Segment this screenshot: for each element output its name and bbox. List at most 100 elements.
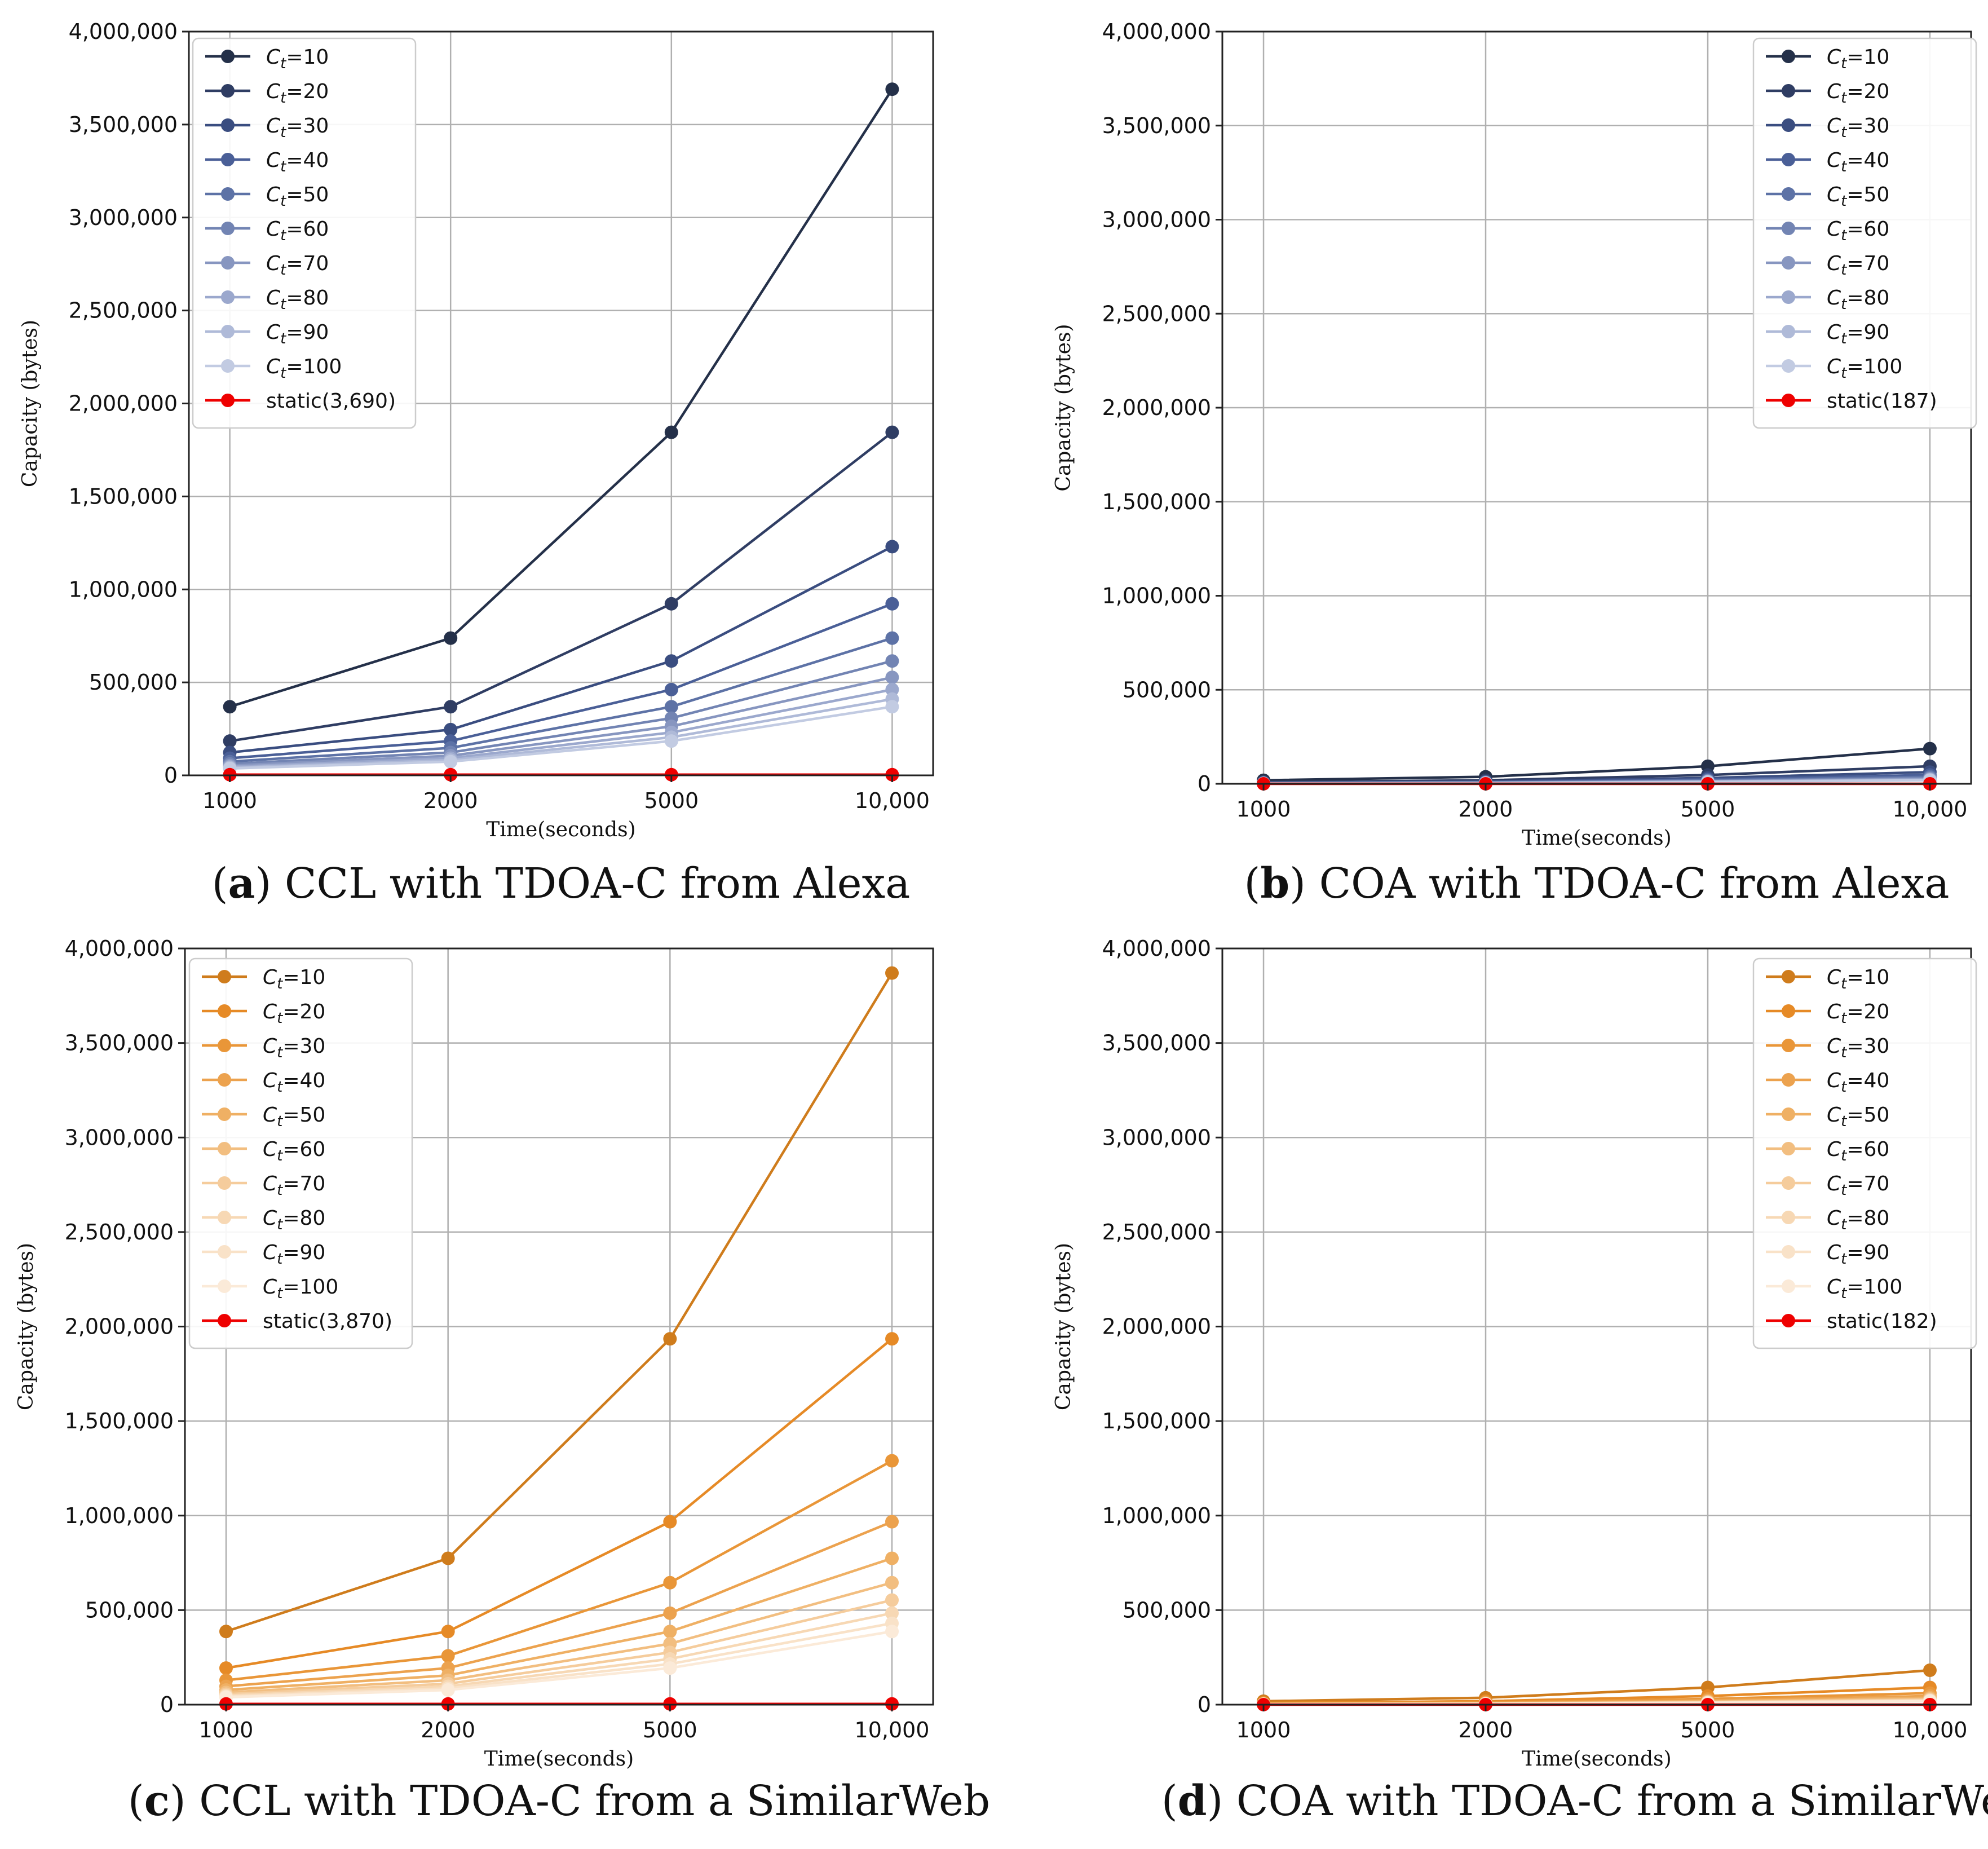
legend-swatch-marker	[1782, 1004, 1795, 1018]
series-line-a-1	[229, 431, 893, 743]
x-tick-label: 5000	[1681, 797, 1735, 822]
caption-paren: (	[212, 859, 228, 908]
legend-item-2: Ct=30	[202, 1035, 325, 1061]
legend-subscript: t	[1841, 365, 1847, 382]
legend-subscript: t	[1841, 55, 1847, 72]
legend-value: =10	[282, 966, 325, 989]
legend-value: =50	[282, 1104, 325, 1127]
data-point-a-2-2	[664, 654, 678, 668]
data-point-c-1-1	[441, 1625, 455, 1639]
x-tick-label: 5000	[643, 1718, 697, 1742]
legend-subscript: t	[277, 976, 283, 992]
legend-label: Ct=70	[266, 252, 329, 279]
series-group	[219, 966, 899, 1711]
legend-subscript: t	[277, 1285, 283, 1302]
x-axis-label: Time(seconds)	[1522, 827, 1671, 850]
legend-label: Ct=60	[1827, 218, 1889, 244]
data-point-c-1-0	[219, 1661, 233, 1675]
series-line-a-3	[229, 602, 893, 760]
data-point-a-4-2	[664, 700, 678, 714]
legend-subscript: t	[277, 1044, 283, 1061]
legend-subscript: t	[1841, 262, 1847, 279]
legend-swatch-marker	[1782, 118, 1795, 132]
legend-symbol: C	[266, 286, 281, 310]
panel-caption: (a) CCL with TDOA-C from Alexa	[212, 859, 911, 908]
legend-label: Ct=40	[263, 1069, 325, 1096]
legend-value: =90	[286, 321, 329, 344]
data-point-c-9-3	[885, 1625, 899, 1639]
x-axis-label: Time(seconds)	[484, 1747, 634, 1771]
legend-label: Ct=30	[1827, 1035, 1889, 1061]
legend-item-4: Ct=50	[202, 1104, 325, 1130]
legend: Ct=10Ct=20Ct=30Ct=40Ct=50Ct=60Ct=70Ct=80…	[192, 37, 417, 429]
data-point-d-0-3	[1923, 1663, 1937, 1677]
legend-item-0: Ct=10	[205, 46, 329, 72]
legend-subscript: t	[280, 262, 286, 279]
legend-symbol: C	[266, 46, 281, 69]
y-tick-label: 3,000,000	[69, 205, 178, 230]
y-tick-label: 0	[1198, 1692, 1211, 1717]
data-point-a-0-0	[223, 700, 237, 714]
legend-swatch-marker	[218, 1314, 231, 1327]
caption-paren: )	[255, 859, 284, 908]
data-point-c-1-3	[885, 1332, 899, 1346]
data-point-a-9-2	[664, 734, 678, 748]
legend-swatch-marker	[1782, 1245, 1795, 1259]
legend-symbol: C	[263, 1104, 277, 1127]
legend-value: =100	[286, 355, 342, 378]
legend-swatch-marker	[221, 118, 235, 132]
legend-label: Ct=90	[266, 321, 329, 347]
legend-symbol: C	[1827, 1172, 1841, 1195]
data-point-c-4-3	[885, 1551, 899, 1565]
legend-item-9: Ct=100	[202, 1276, 338, 1302]
legend-label: Ct=30	[263, 1035, 325, 1061]
x-tick-label: 1000	[199, 1718, 254, 1742]
legend: Ct=10Ct=20Ct=30Ct=40Ct=50Ct=60Ct=70Ct=80…	[1752, 37, 1977, 429]
chart-panel-c: 0 500,000 1,000,000 1,500,000 2,000,000 2,500…	[15, 936, 990, 1825]
legend-swatch-marker	[218, 1073, 231, 1087]
y-tick-label: 0	[1198, 771, 1211, 796]
legend-label: Ct=30	[266, 114, 329, 141]
legend-subscript: t	[277, 1251, 283, 1268]
legend-item-1: Ct=20	[202, 1000, 325, 1027]
legend-subscript: t	[280, 365, 286, 382]
y-tick-label: 500,000	[1123, 677, 1211, 702]
legend-symbol: C	[1827, 218, 1841, 241]
legend-swatch-marker	[1782, 1073, 1795, 1087]
legend-swatch-marker	[221, 84, 235, 98]
legend-symbol: C	[1827, 1069, 1841, 1092]
legend-swatch-marker	[1782, 325, 1795, 338]
series-line-d-0	[1264, 1669, 1930, 1703]
legend-subscript: t	[1841, 1216, 1847, 1233]
data-point-c-0-2	[663, 1332, 677, 1346]
caption-letter: a	[228, 859, 255, 908]
legend-item-4: Ct=50	[1766, 1104, 1889, 1130]
y-tick-label: 3,000,000	[1102, 1125, 1211, 1150]
y-tick-label: 0	[164, 763, 178, 788]
legend-label: Ct=10	[263, 966, 325, 992]
legend-value: =60	[1846, 1138, 1889, 1161]
legend-swatch-marker	[1782, 1176, 1795, 1190]
caption-paren: )	[1207, 1777, 1236, 1825]
y-tick-label: 3,000,000	[1102, 208, 1211, 232]
legend-symbol: C	[266, 355, 281, 378]
legend-subscript: t	[1841, 296, 1847, 313]
caption-text: CCL with TDOA-C from Alexa	[285, 859, 911, 908]
chart-panel-d: 0 500,000 1,000,000 1,500,000 2,000,000 2,500…	[1052, 936, 1988, 1825]
x-tick-label: 5000	[644, 788, 699, 813]
panel-caption: (b) COA with TDOA-C from Alexa	[1244, 859, 1950, 908]
legend-value: =30	[286, 114, 329, 138]
y-tick-label: 2,500,000	[65, 1220, 174, 1245]
legend-symbol: C	[1827, 114, 1841, 138]
y-tick-label: 4,000,000	[1102, 936, 1211, 961]
legend-item-5: Ct=60	[205, 218, 329, 244]
legend-item-7: Ct=80	[1766, 1207, 1889, 1233]
legend-item-7: Ct=80	[202, 1207, 325, 1233]
legend-item-6: Ct=70	[1766, 252, 1889, 279]
legend-symbol: C	[1827, 1104, 1841, 1127]
x-tick-label: 2000	[421, 1718, 475, 1742]
legend-label: Ct=100	[1827, 355, 1902, 382]
series-group	[223, 82, 899, 782]
legend-label: Ct=70	[1827, 252, 1889, 279]
legend-symbol: C	[266, 114, 281, 138]
